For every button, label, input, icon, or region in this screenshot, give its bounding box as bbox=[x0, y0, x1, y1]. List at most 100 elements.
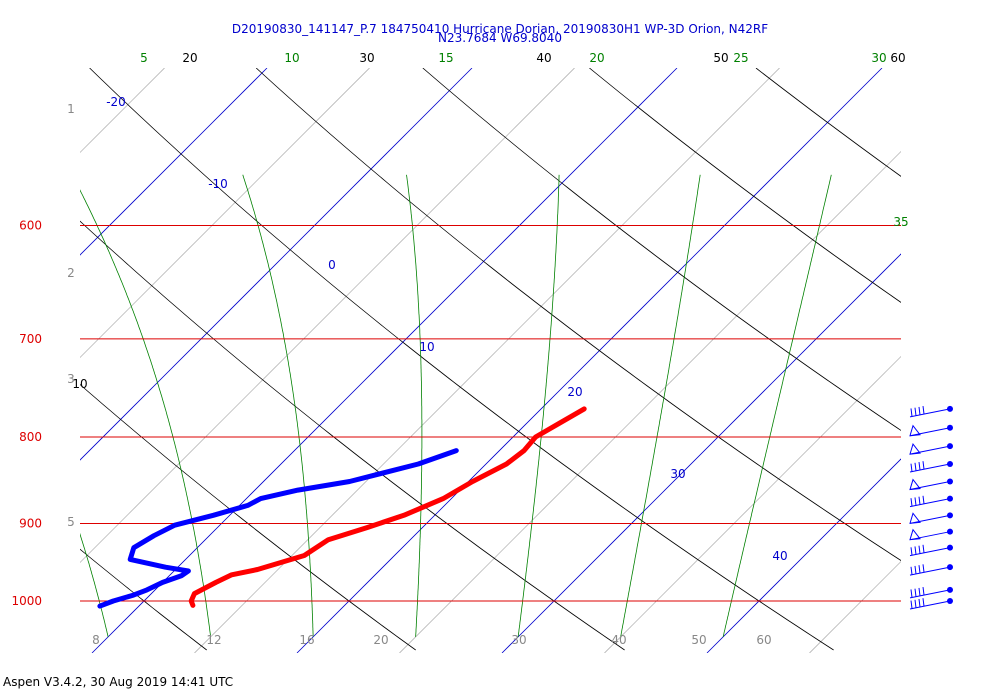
wind-barb-shaft bbox=[909, 427, 951, 437]
wind-barb bbox=[909, 478, 953, 491]
moist-adiabat-line bbox=[722, 174, 832, 638]
dry-adiabat-line bbox=[80, 220, 625, 651]
chart-title: D20190830_141147_P.7 184750410 Hurricane… bbox=[232, 22, 768, 36]
wind-barb-feather bbox=[918, 461, 921, 471]
dry-adiabat-line bbox=[255, 68, 901, 561]
wind-barb-feather bbox=[922, 587, 925, 596]
wind-barb bbox=[909, 564, 953, 576]
dry-adiabat-label: 20 bbox=[182, 51, 197, 65]
mixing-ratio-label: 12 bbox=[206, 633, 221, 647]
wind-barb-feather bbox=[918, 587, 921, 596]
isotherm-label: 40 bbox=[772, 549, 787, 563]
wind-barb-shaft bbox=[909, 514, 951, 524]
wind-barb-feather bbox=[922, 598, 925, 607]
wind-barb-feather bbox=[910, 408, 913, 417]
isotherm-line bbox=[80, 68, 268, 256]
dewpoint-profile-line bbox=[97, 448, 459, 609]
moist-adiabat-line bbox=[0, 175, 6, 637]
wind-barb-feather bbox=[922, 495, 925, 504]
isotherm-label: 0 bbox=[328, 258, 336, 272]
chart-location: N23.7684 W69.8040 bbox=[438, 31, 562, 45]
wind-barb-shaft bbox=[909, 463, 951, 473]
temperature-profile-line bbox=[188, 406, 587, 608]
dry-adiabat-line bbox=[80, 548, 207, 651]
moist-adiabat-line bbox=[80, 189, 211, 637]
moist-adiabat-label: 25 bbox=[733, 51, 748, 65]
wind-barb bbox=[909, 586, 953, 599]
grid-lines bbox=[0, 68, 1000, 653]
mixing-ratio-label: 16 bbox=[299, 633, 314, 647]
wind-barb-feather bbox=[910, 589, 913, 598]
moist-adiabat-line bbox=[80, 532, 109, 637]
wind-barb-pennant bbox=[909, 528, 921, 541]
wind-barb-feather bbox=[918, 598, 921, 608]
wind-barb-shaft bbox=[909, 600, 951, 610]
isotherm-line bbox=[91, 68, 678, 653]
wind-barb-feather bbox=[910, 547, 913, 556]
mixing-ratio-label: 8 bbox=[92, 633, 100, 647]
wind-barb-feather bbox=[914, 407, 917, 416]
wind-barb-feather bbox=[910, 463, 913, 472]
mixing-ratio-label: 50 bbox=[691, 633, 706, 647]
wind-barb-feather bbox=[918, 496, 921, 505]
wind-barb-feather bbox=[922, 406, 925, 415]
mixing-ratio-line bbox=[604, 356, 901, 653]
wind-barb-pennant bbox=[909, 424, 921, 437]
wind-barb-feather bbox=[914, 546, 917, 555]
mixing-ratio-line bbox=[80, 68, 575, 563]
moist-adiabat-label: 35 bbox=[893, 215, 908, 229]
moist-adiabat-label: 15 bbox=[438, 51, 453, 65]
isotherm-label: 10 bbox=[419, 340, 434, 354]
wind-barb-feather bbox=[918, 565, 921, 574]
mixing-ratio-label: 30 bbox=[511, 633, 526, 647]
dry-adiabat-line bbox=[589, 68, 901, 303]
pressure-label: 700 bbox=[19, 332, 42, 346]
wind-barb bbox=[909, 495, 953, 508]
moist-adiabat-label: 5 bbox=[140, 51, 148, 65]
pressure-label: 1000 bbox=[11, 594, 42, 608]
wind-barb-shaft bbox=[909, 547, 951, 557]
wind-barb bbox=[909, 405, 953, 418]
sounding-profiles bbox=[97, 406, 587, 609]
isotherm-label: -20 bbox=[106, 95, 126, 109]
moist-adiabat-line bbox=[620, 174, 701, 637]
mixing-ratio-line bbox=[80, 68, 165, 153]
footer-version: Aspen V3.4.2, 30 Aug 2019 14:41 UTC bbox=[3, 675, 233, 689]
isotherm-label: 30 bbox=[670, 467, 685, 481]
wind-barb-pennant bbox=[909, 443, 921, 455]
mixing-ratio-label: 40 bbox=[611, 633, 626, 647]
isotherm-label: 20 bbox=[567, 385, 582, 399]
wind-barb-feather bbox=[914, 588, 917, 597]
mixing-ratio-label: 60 bbox=[756, 633, 771, 647]
mixing-ratio-line bbox=[809, 561, 901, 653]
isotherm-line bbox=[912, 68, 1000, 653]
wind-barb bbox=[909, 544, 953, 557]
wind-barbs bbox=[909, 405, 953, 610]
wind-barb bbox=[909, 598, 953, 610]
mixing-ratio-label: 3 bbox=[67, 372, 75, 386]
wind-barb-feather bbox=[910, 498, 913, 507]
moist-adiabat-line bbox=[517, 174, 560, 637]
mixing-ratio-label: 5 bbox=[67, 515, 75, 529]
mixing-ratio-label: 20 bbox=[373, 633, 388, 647]
dry-adiabat-label: 30 bbox=[359, 51, 374, 65]
dry-adiabat-label: 60 bbox=[890, 51, 905, 65]
wind-barb-feather bbox=[914, 497, 917, 506]
isotherm-line bbox=[0, 68, 62, 653]
moist-adiabat-line bbox=[406, 174, 423, 637]
moist-adiabat-label: 20 bbox=[589, 51, 604, 65]
wind-barb-feather bbox=[914, 565, 917, 575]
moist-adiabat-label: 10 bbox=[284, 51, 299, 65]
wind-barb-pennant bbox=[909, 512, 921, 524]
dry-adiabat-line bbox=[80, 383, 416, 651]
pressure-label: 900 bbox=[19, 517, 42, 531]
wind-barb-feather bbox=[922, 564, 925, 573]
wind-barb bbox=[909, 512, 953, 524]
wind-barb bbox=[909, 443, 953, 455]
axis-labels: 600 700 800 900 1000 -20 -10 0 10 20 30 40 20 30 40 50 6… bbox=[11, 51, 908, 647]
pressure-label: 800 bbox=[19, 430, 42, 444]
dry-adiabat-line bbox=[755, 68, 901, 177]
dry-adiabat-label: 10 bbox=[72, 377, 87, 391]
wind-barb-feather bbox=[910, 600, 913, 609]
wind-barb-shaft bbox=[909, 589, 951, 599]
